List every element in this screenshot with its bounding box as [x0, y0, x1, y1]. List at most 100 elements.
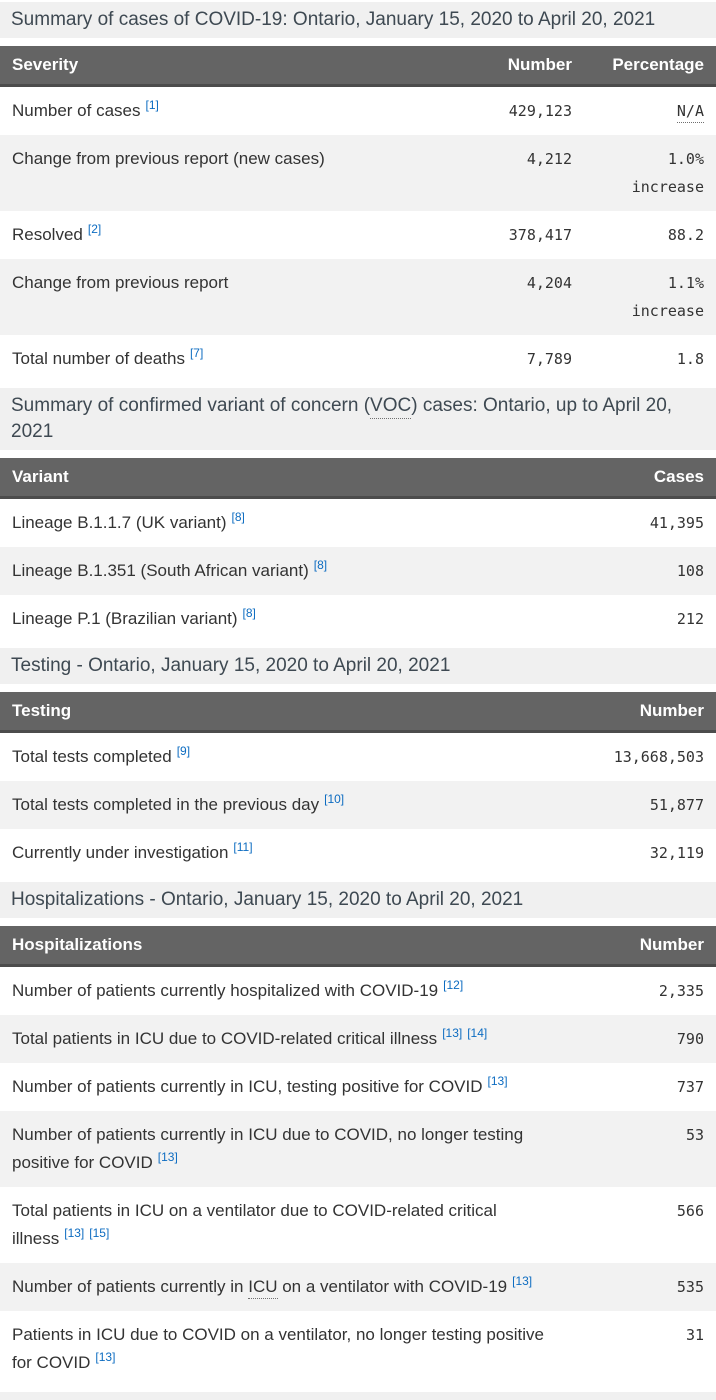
cell-value: 1.0% increase	[631, 150, 704, 196]
table-row: Currently under investigation [11] 32,119	[0, 829, 716, 877]
cell-value: 378,417	[508, 226, 572, 244]
footnote-ref: [10]	[324, 792, 344, 806]
footnote-link[interactable]: [15]	[89, 1226, 110, 1241]
row-label-cell: Number of patients currently in ICU on a…	[0, 1263, 572, 1311]
footnote-link[interactable]: [13]	[487, 1074, 508, 1089]
row-label-text: Total tests completed	[12, 747, 172, 766]
section-heading: Hospitalizations - Ontario, January 15, …	[0, 882, 716, 918]
section-heading-text: Hospitalizations - Ontario, January 15, …	[11, 889, 524, 910]
row-label-cell: Patients in ICU due to COVID on a ventil…	[0, 1311, 572, 1387]
value-cell-number: 790	[572, 1015, 716, 1063]
table-row: Lineage P.1 (Brazilian variant) [8] 212	[0, 595, 716, 643]
footnote-link[interactable]: [7]	[189, 346, 204, 361]
value-cell-cases: 108	[572, 547, 716, 595]
row-label-cell: Total tests completed in the previous da…	[0, 781, 572, 829]
column-header-variant: Variant	[0, 458, 572, 499]
cell-value: 535	[676, 1278, 704, 1296]
column-header-hospitalizations: Hospitalizations	[0, 926, 572, 967]
table-row: Number of patients currently hospitalize…	[0, 965, 716, 1016]
section-variant: Summary of confirmed variant of concern …	[0, 388, 716, 643]
table-row: Total patients in ICU on a ventilator du…	[0, 1187, 716, 1263]
row-label-cell: Number of patients currently in ICU due …	[0, 1111, 572, 1187]
value-cell-number: 7,789	[448, 335, 584, 383]
footnote-ref: [13]	[95, 1350, 115, 1364]
footnote-ref: [13]	[488, 1074, 508, 1088]
footnote-link[interactable]: [12]	[443, 978, 464, 993]
table-header-row: Testing Number	[0, 692, 716, 733]
table-row: Change from previous report 4,204 1.1% inc…	[0, 259, 716, 335]
row-label-text: Number of patients currently in ICU due …	[12, 1125, 524, 1172]
value-cell-number: 737	[572, 1063, 716, 1111]
row-label-text: Currently under investigation	[12, 843, 229, 862]
table-row: Patients in ICU due to COVID on a ventil…	[0, 1311, 716, 1387]
value-cell-number: 4,204	[448, 259, 584, 335]
table-row: Total tests completed [9] 13,668,503	[0, 731, 716, 781]
row-label-text: Number of patients currently in	[12, 1277, 249, 1296]
column-header-cases: Cases	[572, 458, 716, 499]
row-label-cell: Lineage P.1 (Brazilian variant) [8]	[0, 595, 572, 643]
footnote-ref: [13]	[158, 1150, 178, 1164]
cell-value: 790	[676, 1030, 704, 1048]
cell-value: 88.2	[667, 226, 704, 244]
row-label-cell: Number of patients currently in ICU, tes…	[0, 1063, 572, 1111]
footnote-link[interactable]: [8]	[313, 558, 328, 573]
footnote-link[interactable]: [8]	[242, 606, 256, 621]
value-cell-cases: 212	[572, 595, 716, 643]
cell-value: 51,877	[649, 796, 704, 814]
value-cell-number: 32,119	[572, 829, 716, 877]
value-cell-number: 429,123	[448, 86, 584, 136]
cell-value: 41,395	[649, 514, 704, 532]
value-cell-percentage: 1.0% increase	[584, 135, 716, 211]
footnote-link[interactable]: [2]	[87, 222, 102, 237]
cell-value: 429,123	[508, 102, 572, 120]
footnote-ref: [8]	[314, 558, 327, 572]
value-cell-number: 53	[572, 1111, 716, 1187]
column-header-severity: Severity	[0, 46, 448, 87]
table-row: Number of patients currently in ICU, tes…	[0, 1063, 716, 1111]
row-label-cell: Total number of deaths [7]	[0, 335, 448, 383]
table-row: Lineage B.1.1.7 (UK variant) [8] 41,395	[0, 497, 716, 548]
footnote-link[interactable]: [10]	[324, 792, 345, 807]
value-cell-number: 51,877	[572, 781, 716, 829]
footnote-link[interactable]: [1]	[145, 98, 159, 113]
row-label-text: Change from previous report (new cases)	[12, 149, 325, 168]
footnote-ref: [13]	[64, 1226, 84, 1240]
value-cell-number: 31	[572, 1311, 716, 1387]
section-heading-text: ) cases: Ontario, up to April 20, 2021	[11, 395, 673, 442]
cell-value: 13,668,503	[613, 748, 704, 766]
row-label-text: Total tests completed in the previous da…	[12, 795, 320, 814]
footnote-link[interactable]: [14]	[467, 1026, 488, 1041]
table-header-row: Hospitalizations Number	[0, 926, 716, 967]
row-label-text: Total patients in ICU due to COVID-relat…	[12, 1029, 438, 1048]
cell-value: 212	[676, 610, 704, 628]
footnote-link[interactable]: [8]	[231, 510, 245, 525]
cell-value: 4,212	[526, 150, 572, 168]
row-label-cell: Number of cases [1]	[0, 86, 448, 136]
column-header-number: Number	[572, 926, 716, 967]
table-header-row: Variant Cases	[0, 458, 716, 499]
cell-value: 31	[685, 1326, 704, 1344]
footnote-ref: [12]	[443, 978, 463, 992]
table-row: Total tests completed in the previous da…	[0, 781, 716, 829]
footnote-link[interactable]: [11]	[233, 840, 253, 855]
column-header-number: Number	[448, 46, 584, 87]
footnote-link[interactable]: [13]	[512, 1274, 533, 1289]
column-header-percentage: Percentage	[584, 46, 716, 87]
row-label-cell: Lineage B.1.1.7 (UK variant) [8]	[0, 498, 572, 548]
footnote-link[interactable]: [13]	[95, 1350, 116, 1365]
row-label-text: Total patients in ICU on a ventilator du…	[12, 1201, 497, 1248]
row-label-cell: Lineage B.1.351 (South African variant) […	[0, 547, 572, 595]
footnote-ref: [14]	[467, 1026, 487, 1040]
footnote-link[interactable]: [9]	[176, 744, 191, 759]
row-label-cell: Resolved [2]	[0, 211, 448, 259]
row-label-text: Lineage P.1 (Brazilian variant)	[12, 609, 238, 628]
footnote-link[interactable]: [13]	[442, 1026, 463, 1041]
table-row: Change from previous report (new cases) 4…	[0, 135, 716, 211]
table-row: Number of cases [1] 429,123 N/A	[0, 85, 716, 136]
footnote-link[interactable]: [13]	[157, 1150, 178, 1165]
row-label-cell: Number of patients currently hospitalize…	[0, 966, 572, 1016]
footnote-ref: [8]	[243, 606, 256, 620]
row-label-cell: Total patients in ICU due to COVID-relat…	[0, 1015, 572, 1063]
data-table: Hospitalizations Number Number of patient…	[0, 926, 716, 1387]
footnote-link[interactable]: [13]	[64, 1226, 85, 1241]
